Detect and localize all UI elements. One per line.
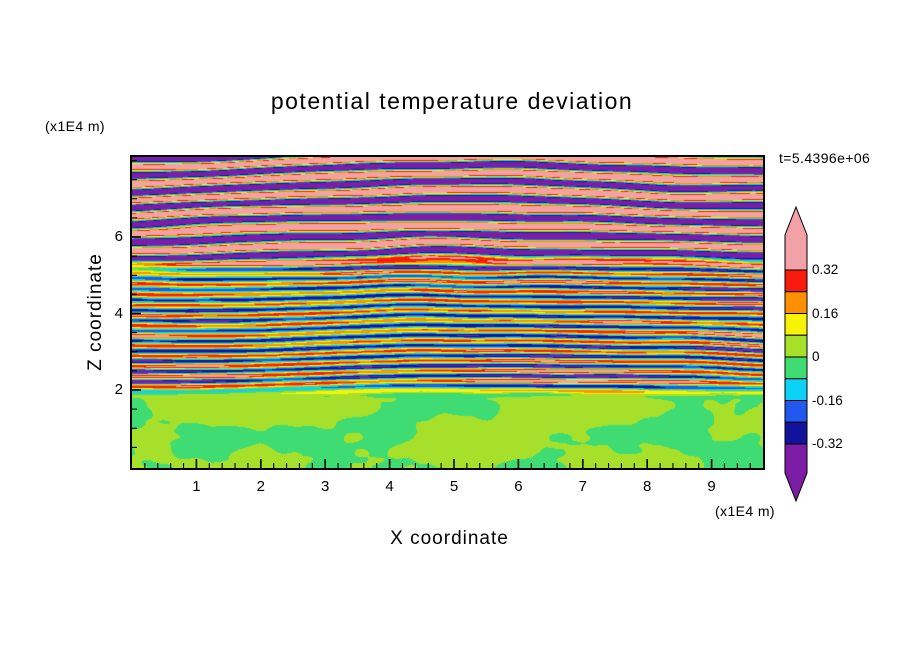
y-tick-label: 6 — [114, 228, 123, 245]
colorbar-band — [784, 378, 808, 401]
colorbar — [784, 205, 808, 503]
x-tick-label: 7 — [578, 478, 587, 495]
x-tick-label: 2 — [256, 478, 265, 495]
colorbar-band — [784, 313, 808, 336]
colorbar-band — [784, 291, 808, 314]
colorbar-label: -0.16 — [812, 392, 843, 408]
x-tick-label: 4 — [385, 478, 394, 495]
x-tick-label: 8 — [643, 478, 652, 495]
y-tick-label: 4 — [114, 304, 123, 322]
colorbar-band — [784, 269, 808, 293]
colorbar-arrow-top — [784, 205, 808, 271]
field-canvas — [132, 157, 763, 468]
colorbar-band — [784, 356, 808, 380]
colorbar-label: 0.16 — [812, 305, 839, 321]
x-tick-label: 6 — [514, 478, 523, 495]
colorbar-band — [784, 334, 808, 358]
colorbar-label: 0 — [812, 349, 820, 364]
x-tick-label: 5 — [449, 478, 459, 495]
colorbar-arrow-bottom — [784, 443, 808, 503]
x-tick-label: 3 — [321, 478, 330, 495]
z-axis-unit-label: (x1E4 m) — [45, 118, 105, 134]
axis-ticks — [132, 159, 751, 468]
x-axis-unit-label: (x1E4 m) — [715, 503, 775, 519]
colorbar-band — [784, 421, 808, 445]
plot-frame — [130, 155, 765, 470]
x-tick-label: 1 — [192, 478, 201, 495]
y-tick-label: 2 — [114, 381, 123, 398]
time-annotation: t=5.4396e+06 — [779, 150, 871, 166]
x-axis-label: X coordinate — [390, 528, 509, 549]
colorbar-label: -0.32 — [812, 436, 843, 451]
colorbar-label: 0.32 — [812, 262, 839, 277]
figure-title: potential temperature deviation — [270, 88, 634, 114]
colorbar-band — [784, 400, 808, 423]
x-tick-label: 9 — [707, 478, 716, 495]
